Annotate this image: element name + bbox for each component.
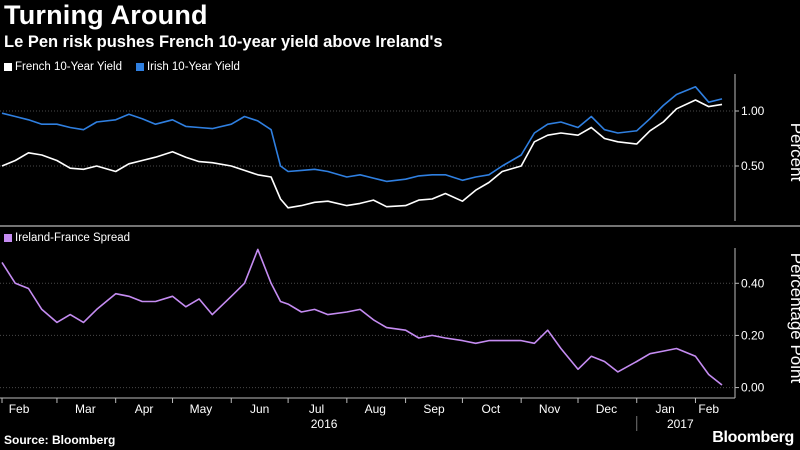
y-tick-label: 0.20	[741, 328, 765, 342]
x-tick-label: Feb	[9, 402, 30, 416]
legend-spread: Ireland-France Spread	[4, 232, 130, 244]
legend-yields: French 10-Year Yield Irish 10-Year Yield	[4, 61, 240, 73]
x-tick-label: Aug	[365, 402, 386, 416]
bloomberg-logo: Bloomberg	[712, 429, 794, 446]
y-axis-title-percentage-point: Percentage Point	[787, 253, 800, 384]
chart-subtitle: Le Pen risk pushes French 10-year yield …	[4, 33, 443, 51]
legend-label-spread: Ireland-France Spread	[15, 232, 131, 244]
legend-swatch-spread	[4, 234, 12, 242]
series-line-french	[1, 99, 723, 209]
x-tick-label: Dec	[596, 402, 617, 416]
x-tick-label: Jan	[655, 402, 674, 416]
legend-label-french: French 10-Year Yield	[15, 61, 122, 73]
x-tick-label: Mar	[75, 402, 96, 416]
x-year-label: 2017	[667, 417, 694, 431]
x-tick-label: Feb	[698, 402, 719, 416]
x-tick-label: Sep	[423, 402, 445, 416]
x-tick-label: Jun	[250, 402, 269, 416]
y-tick-label: 1.00	[741, 104, 765, 118]
legend-label-irish: Irish 10-Year Yield	[146, 61, 240, 73]
x-tick-label: May	[190, 402, 213, 416]
y-tick-label: 0.40	[741, 276, 765, 290]
source-note: Source: Bloomberg	[4, 433, 116, 447]
y-axis-title-percent: Percent	[787, 123, 800, 182]
x-tick-label: Apr	[135, 402, 154, 416]
x-tick-label: Nov	[539, 402, 560, 416]
series-line-spread	[1, 248, 723, 386]
x-tick-label: Oct	[482, 402, 501, 416]
legend-swatch-irish	[135, 63, 144, 71]
y-tick-label: 0.00	[741, 381, 765, 395]
legend-item-french: French 10-Year Yield	[4, 61, 122, 73]
chart-title: Turning Around	[4, 0, 208, 30]
y-tick-label: 0.50	[741, 159, 765, 173]
x-year-label: 2016	[311, 417, 338, 431]
legend-swatch-french	[4, 63, 12, 71]
x-tick-label: Jul	[309, 402, 324, 416]
series-line-irish	[1, 86, 723, 183]
legend-item-irish: Irish 10-Year Yield	[135, 61, 240, 73]
legend-item-spread: Ireland-France Spread	[4, 232, 130, 244]
